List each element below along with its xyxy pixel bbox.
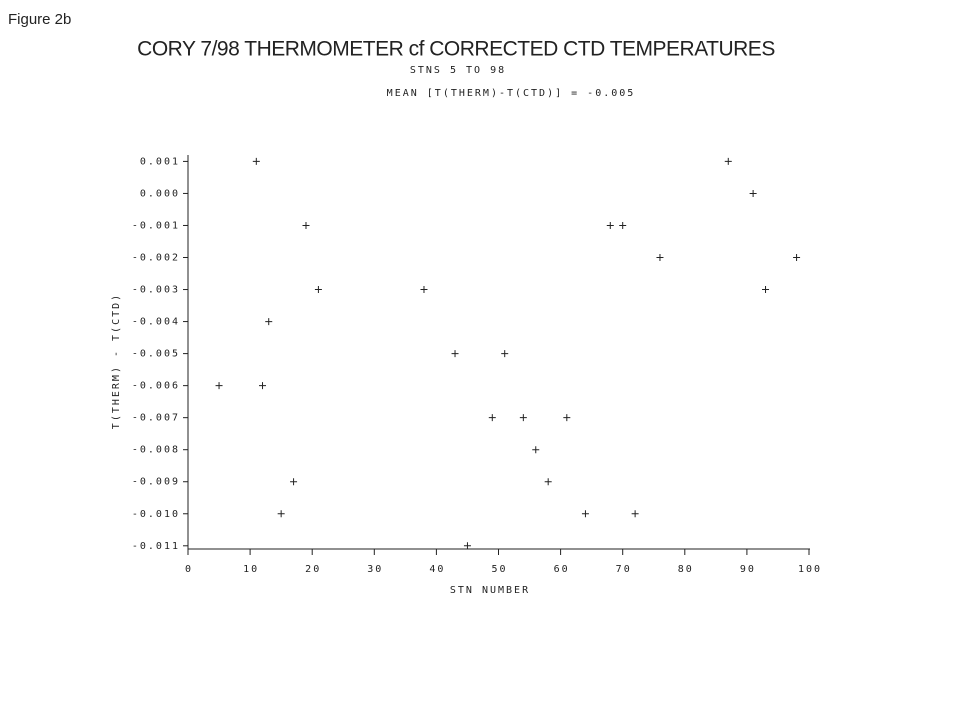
x-tick-label: 70 (616, 564, 632, 575)
x-tick-label: 10 (243, 564, 259, 575)
point (724, 157, 732, 165)
figure-label: Figure 2b (8, 11, 71, 28)
point (252, 157, 260, 165)
x-tick-label: 50 (491, 564, 507, 575)
point (265, 318, 273, 326)
y-tick-label: -0.002 (132, 253, 180, 264)
point (581, 510, 589, 518)
y-tick-label: -0.010 (132, 509, 180, 520)
y-axis-label: T(THERM) - T(CTD) (111, 293, 122, 429)
x-tick-label: 30 (367, 564, 383, 575)
y-tick-label: -0.001 (132, 220, 180, 231)
point (302, 221, 310, 229)
point (501, 350, 509, 358)
chart-title: CORY 7/98 THERMOMETER cf CORRECTED CTD T… (137, 38, 775, 61)
point (762, 286, 770, 294)
point (606, 221, 614, 229)
y-tick-label: -0.011 (132, 541, 180, 552)
x-tick-label: 0 (185, 564, 193, 575)
y-tick-label: -0.007 (132, 413, 180, 424)
point (563, 414, 571, 422)
point (451, 350, 459, 358)
y-tick-label: 0.000 (140, 188, 180, 199)
point (793, 254, 801, 262)
point (314, 286, 322, 294)
point (656, 254, 664, 262)
point (259, 382, 267, 390)
point (532, 446, 540, 454)
x-tick-label: 100 (798, 564, 822, 575)
point (619, 221, 627, 229)
x-tick-label: 80 (678, 564, 694, 575)
y-tick-label: -0.003 (132, 285, 180, 296)
point (463, 542, 471, 550)
point (215, 382, 223, 390)
y-tick-label: -0.005 (132, 349, 180, 360)
point (519, 414, 527, 422)
point (277, 510, 285, 518)
annotation: MEAN [T(THERM)-T(CTD)] = -0.005 (387, 88, 636, 99)
y-tick-label: -0.004 (132, 317, 180, 328)
y-tick-label: 0.001 (140, 156, 180, 167)
y-tick-label: -0.006 (132, 381, 180, 392)
y-tick-label: -0.008 (132, 445, 180, 456)
point (631, 510, 639, 518)
x-axis-label: STN NUMBER (450, 585, 530, 596)
chart-subtitle: STNS 5 TO 98 (410, 65, 506, 76)
x-tick-label: 90 (740, 564, 756, 575)
point (420, 286, 428, 294)
point (290, 478, 298, 486)
x-tick-label: 60 (554, 564, 570, 575)
point (544, 478, 552, 486)
point (488, 414, 496, 422)
x-tick-label: 40 (429, 564, 445, 575)
point (749, 189, 757, 197)
y-tick-label: -0.009 (132, 477, 180, 488)
x-tick-label: 20 (305, 564, 321, 575)
